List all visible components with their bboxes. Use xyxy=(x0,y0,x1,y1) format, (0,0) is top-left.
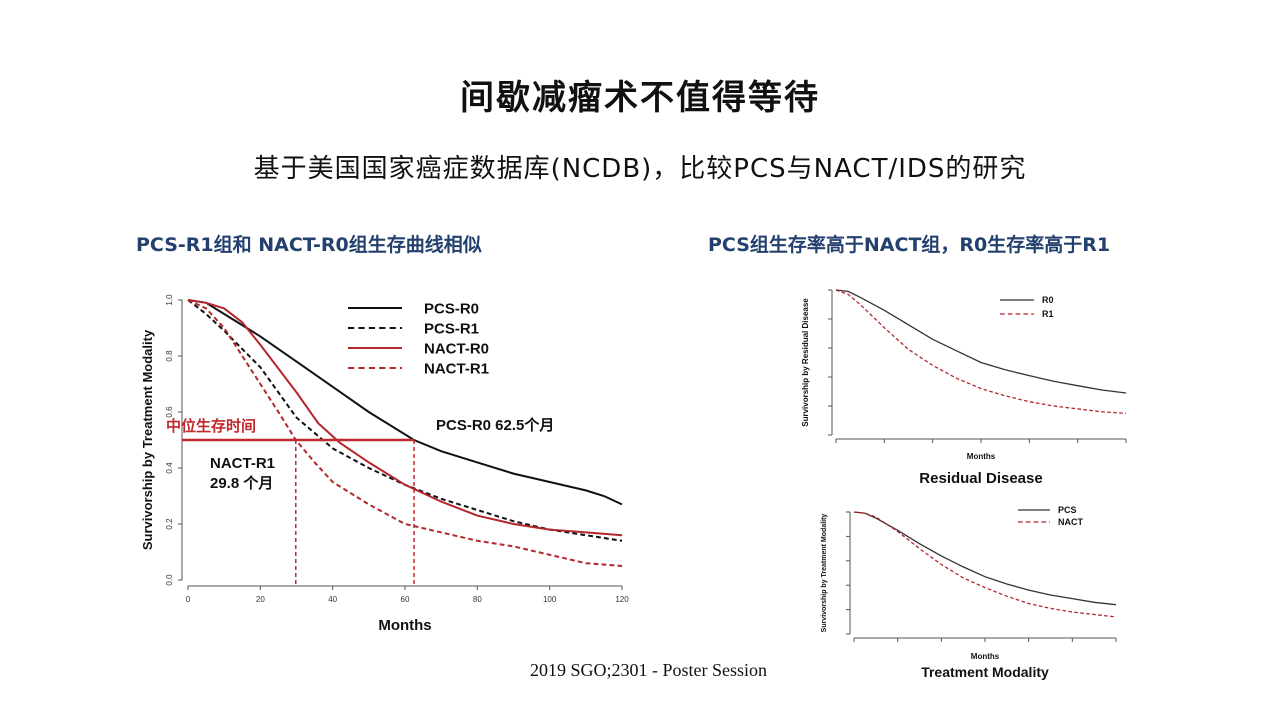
x-tick-label: 80 xyxy=(473,595,482,604)
x-tick-label: 20 xyxy=(256,595,265,604)
y-tick-label: 0.4 xyxy=(165,462,174,474)
legend-label: NACT-R1 xyxy=(424,360,489,377)
main-survival-chart: 0 20 40 60 80 100 120 0.0 0.2 0.4 0.6 0.8 1.0 PCS-R0 P… xyxy=(140,294,629,634)
x-axis-label: Months xyxy=(378,617,431,634)
x-tick-label: 0 xyxy=(186,595,191,604)
treatment-modality-chart: PCS NACT Months Survivorship by Treatment M… xyxy=(821,505,1117,680)
y-axis-label: Survivorship by Treatment Modality xyxy=(821,514,828,633)
legend-label: PCS-R0 xyxy=(424,300,479,317)
legend-label: R1 xyxy=(1042,309,1054,319)
legend-label: R0 xyxy=(1042,295,1054,305)
series-line-pcs-r0 xyxy=(187,299,623,506)
left-panel-heading: PCS-R1组和 NACT-R0组生存曲线相似 xyxy=(136,234,482,256)
legend-label: NACT xyxy=(1058,517,1083,527)
y-tick-label: 1.0 xyxy=(165,294,174,306)
nact-r1-median-value: 29.8 个月 xyxy=(210,474,273,492)
y-tick-label: 0.2 xyxy=(165,518,174,530)
x-tick-label: 100 xyxy=(543,595,557,604)
series-line-r1 xyxy=(835,289,1127,414)
median-survival-label: 中位生存时间 xyxy=(166,417,256,435)
x-tick-label: 60 xyxy=(401,595,410,604)
chart-title: Treatment Modality xyxy=(921,664,1049,680)
series-line-r0 xyxy=(835,289,1127,394)
x-axis-label: Months xyxy=(967,452,996,461)
y-axis-label: Survivorship by Residual Disease xyxy=(801,298,810,427)
legend-label: NACT-R0 xyxy=(424,340,489,357)
right-panel-heading: PCS组生存率高于NACT组，R0生存率高于R1 xyxy=(708,234,1111,256)
y-tick-label: 0.0 xyxy=(165,574,174,586)
y-axis-label: Survivorship by Treatment Modality xyxy=(140,329,155,550)
x-tick-label: 120 xyxy=(615,595,629,604)
slide-subtitle: 基于美国国家癌症数据库(NCDB)，比较PCS与NACT/IDS的研究 xyxy=(253,154,1027,184)
source-citation: 2019 SGO;2301 - Poster Session xyxy=(530,660,768,680)
x-tick-label: 40 xyxy=(328,595,337,604)
series-line-pcs xyxy=(853,511,1117,606)
series-line-nact-r0 xyxy=(187,299,623,537)
series-line-nact xyxy=(853,511,1117,618)
nact-r1-median-label: NACT-R1 xyxy=(210,455,275,472)
residual-disease-chart: R0 R1 Months Survivorship by Residual Disea… xyxy=(801,289,1127,487)
legend-label: PCS-R1 xyxy=(424,320,479,337)
y-tick-label: 0.6 xyxy=(165,406,174,418)
x-axis-label: Months xyxy=(971,652,1000,661)
slide-title: 间歇减瘤术不值得等待 xyxy=(460,78,820,118)
pcs-r0-median-label: PCS-R0 62.5个月 xyxy=(436,416,554,434)
legend-label: PCS xyxy=(1058,505,1077,515)
series-line-nact-r1 xyxy=(187,299,623,567)
chart-title: Residual Disease xyxy=(919,470,1042,487)
y-tick-label: 0.8 xyxy=(165,350,174,362)
